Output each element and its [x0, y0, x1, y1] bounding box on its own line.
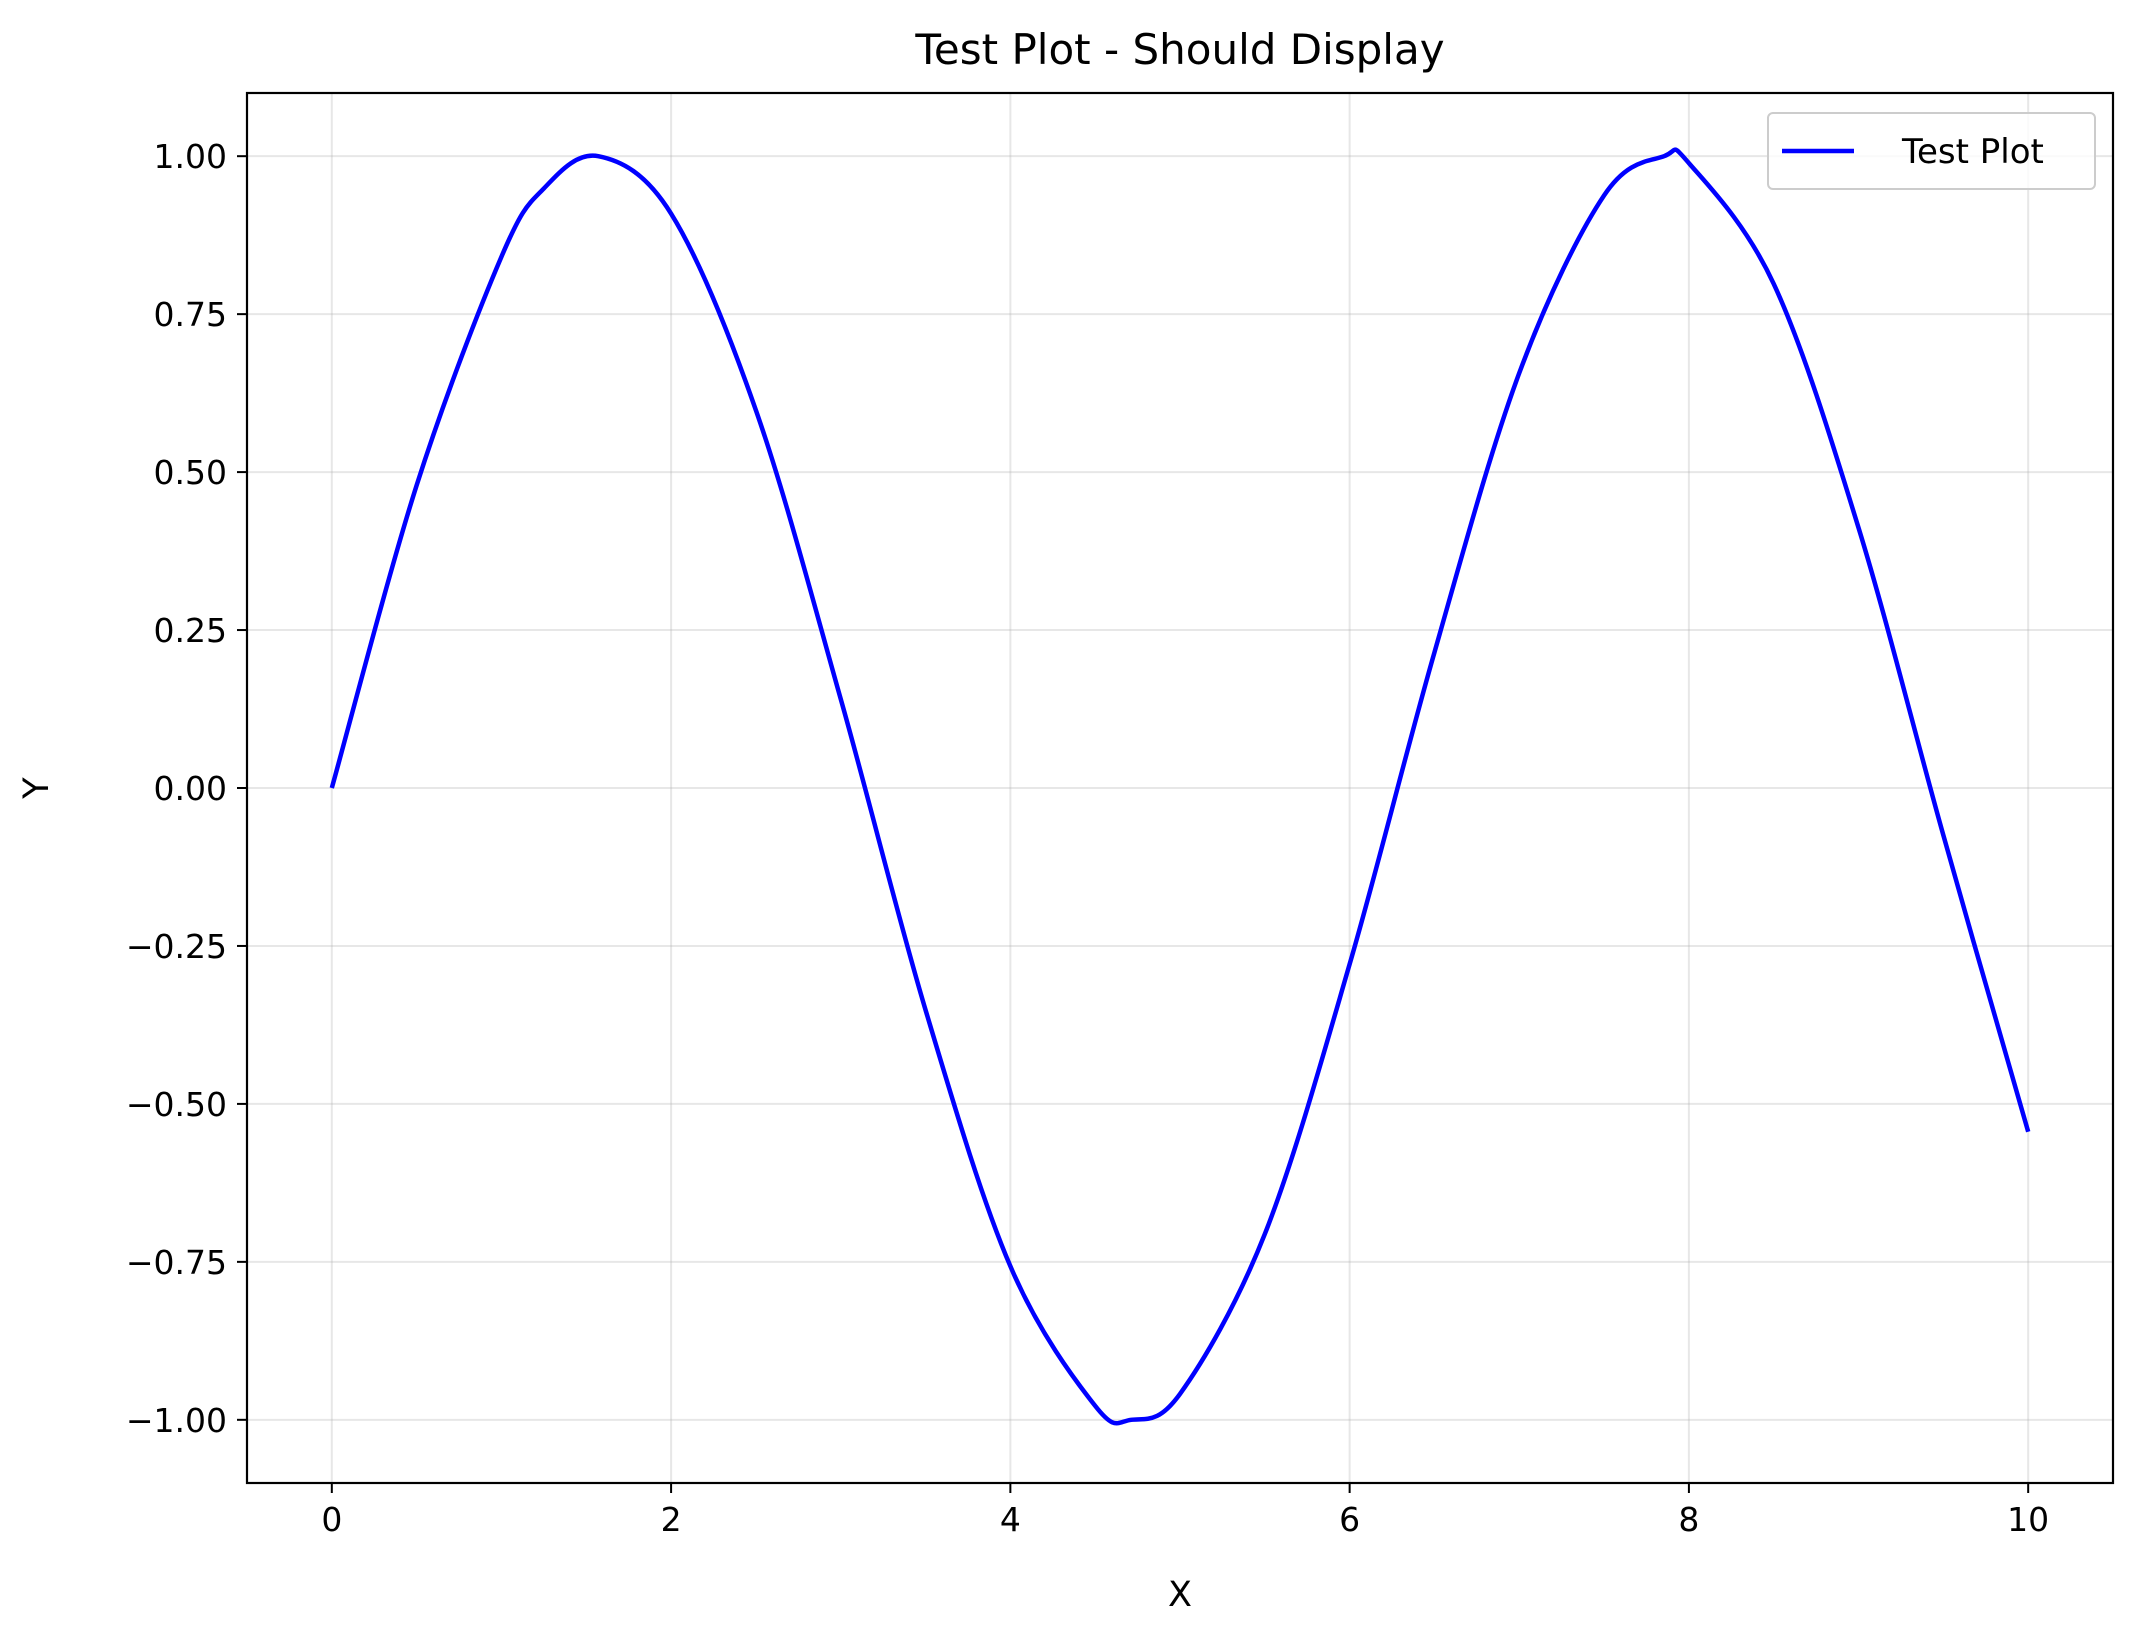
y-tick-label: 0.75: [154, 295, 227, 334]
legend-box: [1767, 112, 2096, 190]
y-tick-label: −0.25: [126, 927, 227, 966]
grid: [247, 93, 2113, 1483]
x-tick-label: 10: [2007, 1500, 2049, 1539]
y-tick-label: 0.50: [154, 453, 227, 492]
y-tick-label: −0.75: [126, 1243, 227, 1282]
y-tick-label: −1.00: [126, 1401, 227, 1440]
x-axis-label: X: [1168, 1575, 1192, 1615]
x-ticks: 0 2 4 6 8 10: [321, 1483, 2049, 1539]
series-layer: [329, 147, 2031, 1426]
legend-label: Test Plot: [1901, 132, 2044, 172]
y-tick-label: 1.00: [154, 137, 227, 176]
y-axis-label: Y: [17, 777, 57, 800]
y-ticks: 1.00 0.75 0.50 0.25 0.00 −0.25 −0.50 −0.75 −1.00: [126, 137, 247, 1440]
x-tick-label: 0: [321, 1500, 342, 1539]
x-tick-label: 8: [1678, 1500, 1699, 1539]
x-tick-label: 2: [661, 1500, 682, 1539]
y-tick-label: 0.25: [154, 611, 227, 650]
series-line: [329, 147, 2031, 1426]
x-tick-label: 4: [1000, 1500, 1021, 1539]
legend: Test Plot: [1767, 112, 2096, 190]
y-tick-label: −0.50: [126, 1085, 227, 1124]
x-tick-label: 6: [1339, 1500, 1360, 1539]
chart-title: Test Plot - Should Display: [914, 25, 1444, 74]
y-tick-label: 0.00: [154, 769, 227, 808]
